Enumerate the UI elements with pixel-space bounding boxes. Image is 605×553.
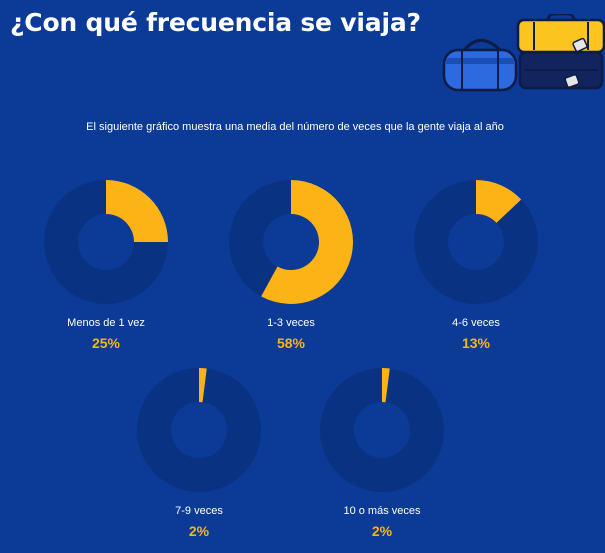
category-label: 1-3 veces (267, 317, 315, 329)
page-title: ¿Con qué frecuencia se viaja? (10, 8, 421, 37)
donut-svg (229, 180, 353, 304)
percentage-label: 58% (276, 335, 306, 351)
donut-slice (261, 180, 353, 304)
donut-svg (320, 368, 444, 492)
donut-slice (476, 180, 522, 223)
percentage-label: 25% (91, 335, 121, 351)
chart-subtitle: El siguiente gráfico muestra una media d… (86, 121, 504, 133)
donut-svg (414, 180, 538, 304)
donut-slice (106, 180, 168, 242)
donut-slice (382, 368, 390, 403)
category-label: 4-6 veces (452, 317, 500, 329)
donut-chart-2: 1-3 veces 58% (221, 177, 361, 351)
donut-chart-4: 7-9 veces 2% (129, 365, 269, 539)
donut-chart-5: 10 o más veces 2% (312, 365, 452, 539)
luggage-bags-icon (442, 14, 605, 92)
donut-slice (199, 368, 207, 403)
category-label: Menos de 1 vez (67, 317, 145, 329)
donut-svg (137, 368, 261, 492)
donut-chart-3: 4-6 veces 13% (406, 177, 546, 351)
percentage-label: 2% (188, 523, 210, 539)
donut-chart-1: Menos de 1 vez 25% (36, 177, 176, 351)
percentage-label: 13% (461, 335, 491, 351)
category-label: 10 o más veces (343, 505, 421, 517)
category-label: 7-9 veces (175, 505, 223, 517)
donut-svg (44, 180, 168, 304)
percentage-label: 2% (371, 523, 393, 539)
